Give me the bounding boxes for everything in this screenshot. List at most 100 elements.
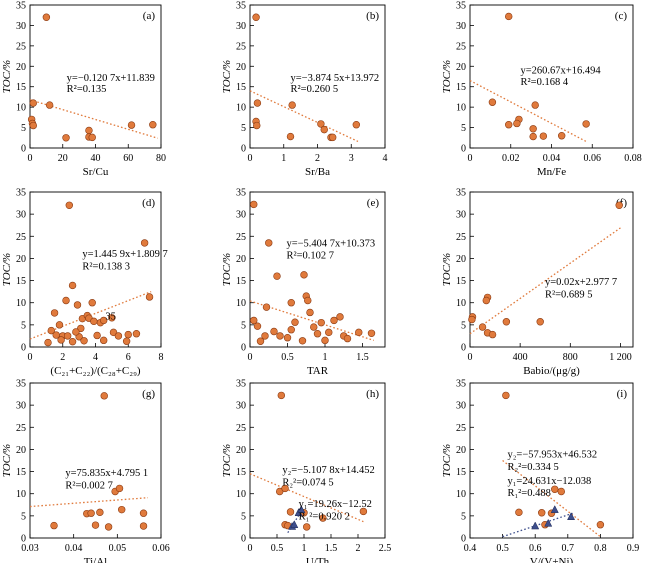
- data-point: [328, 133, 337, 142]
- data-point: [45, 101, 54, 109]
- x-tick-label: 1: [281, 153, 286, 164]
- panel-label: (g): [142, 388, 155, 400]
- regression-equation: y=0.02x+2.977 7: [545, 277, 617, 288]
- data-point: [57, 336, 65, 344]
- x-tick-label: 2: [60, 352, 65, 363]
- data-point: [304, 296, 312, 305]
- data-point: [273, 272, 281, 280]
- data-point: [99, 336, 108, 345]
- data-point: [253, 99, 262, 107]
- y-tick-label: 30: [236, 401, 246, 412]
- regression-equation: R²=0.135: [67, 84, 107, 95]
- x-axis-label: Mn/Fe: [537, 166, 566, 178]
- regression-equation: y=1.445 9x+1.809 7: [82, 249, 167, 260]
- x-axis-label: Sr/Ba: [305, 166, 330, 178]
- x-axis-label: (C₂₁+C₂₂)/(C₂₈+C₂₉): [50, 365, 140, 377]
- data-point: [253, 121, 261, 130]
- data-point: [277, 391, 286, 400]
- data-point: [531, 101, 539, 109]
- chart-panel-7: 0.03 0.04 0.05 0.06 0 5 10 15 20 25 30 35 Ti/Al TOC/%…: [1, 379, 170, 563]
- y-tick-label: 15: [456, 276, 466, 287]
- y-tick-label: 5: [241, 511, 246, 522]
- data-point: [77, 324, 85, 333]
- data-point: [62, 296, 70, 305]
- x-tick-label: 80: [156, 153, 166, 164]
- y-tick-label: 15: [16, 467, 26, 478]
- y-tick-label: 25: [16, 232, 26, 243]
- regression-equation: R₂²=0.074 5: [282, 477, 333, 488]
- x-tick-label: 0.8: [594, 543, 607, 554]
- y-tick-label: 15: [456, 82, 466, 93]
- data-point: [145, 293, 154, 301]
- x-tick-label: 0: [248, 153, 253, 164]
- chart-panel-9: 0.4 0.5 0.6 0.7 0.8 0.9 0 5 10 15 20 25 30 35 V/(V+Ni)…: [441, 379, 639, 563]
- data-point-triangle: [290, 520, 299, 528]
- y-tick-label: 10: [236, 298, 246, 309]
- data-point: [505, 12, 513, 21]
- y-tick-label: 30: [236, 21, 246, 32]
- chart-panel-4: 0 2 4 6 8 0 5 10 15 20 25 30 35 (C₂₁+C₂₂)/(C₂₈+C₂₉) TO…: [1, 188, 168, 378]
- chart-panel-3: 0 0.02 0.04 0.06 0.08 0 5 10 15 20 25 30 35 Mn/Fe TOC/…: [441, 1, 642, 179]
- x-tick-label: 400: [513, 352, 528, 363]
- data-point: [42, 13, 51, 21]
- x-tick-label: 0.05: [109, 543, 127, 554]
- data-point: [359, 507, 368, 516]
- data-point: [355, 328, 363, 337]
- data-point-triangle: [550, 505, 559, 513]
- y-axis-label: TOC/%: [221, 444, 233, 477]
- x-axis-label: Ti/Al: [84, 556, 107, 563]
- data-point: [115, 484, 124, 493]
- regression-equation: y₁=19.26x−12.52: [299, 499, 372, 510]
- data-point: [55, 321, 64, 329]
- data-point: [287, 299, 295, 307]
- data-point: [29, 121, 37, 130]
- y-tick-label: 20: [16, 62, 26, 73]
- y-tick-label: 5: [21, 511, 26, 522]
- y-tick-label: 0: [21, 534, 26, 545]
- panel-label: (i): [617, 388, 628, 400]
- x-tick-label: 6: [126, 352, 131, 363]
- regression-equation: y=260.67x+16.494: [521, 66, 602, 77]
- y-tick-label: 30: [456, 210, 466, 221]
- data-point: [124, 330, 132, 339]
- data-point: [317, 120, 325, 128]
- y-axis-label: TOC/%: [1, 253, 13, 286]
- y-axis-label: TOC/%: [1, 444, 13, 477]
- y-tick-label: 10: [456, 489, 466, 500]
- x-tick-label: 1.5: [325, 543, 338, 554]
- data-point: [114, 332, 123, 340]
- data-point: [262, 303, 271, 311]
- x-tick-label: 8: [159, 352, 164, 363]
- x-tick-label: 0: [468, 153, 473, 164]
- data-point: [325, 328, 333, 337]
- y-axis-label: TOC/%: [441, 444, 453, 477]
- data-point: [250, 200, 258, 209]
- y-tick-label: 15: [236, 82, 246, 93]
- x-axis-label: Sr/Cu: [83, 166, 109, 178]
- y-tick-label: 5: [241, 123, 246, 134]
- regression-equation: y₂=−57.953x+46.532: [507, 449, 597, 460]
- data-point: [286, 132, 295, 141]
- data-point: [72, 328, 80, 336]
- y-tick-label: 30: [16, 21, 26, 32]
- regression-equation: R²=0.002 7: [65, 480, 113, 491]
- trend-line-2: [502, 512, 575, 538]
- x-axis-label: V/(V+Ni): [530, 556, 574, 563]
- data-point: [536, 318, 544, 326]
- data-point: [321, 336, 329, 345]
- chart-panel-6: 0 400 800 1 200 0 5 10 15 20 25 30 35 Babio/(μg/g) TO…: [441, 188, 634, 377]
- y-tick-label: 30: [16, 210, 26, 221]
- regression-equation: R²=0.138 3: [82, 262, 130, 273]
- x-tick-label: 4: [383, 153, 388, 164]
- data-point: [488, 98, 497, 106]
- data-point: [65, 201, 74, 209]
- data-point: [68, 281, 77, 290]
- y-tick-label: 0: [461, 144, 466, 155]
- data-point: [99, 316, 108, 325]
- y-tick-label: 5: [461, 123, 466, 134]
- data-point: [96, 508, 104, 517]
- panel-label: (h): [366, 388, 379, 400]
- data-point: [529, 125, 537, 133]
- y-tick-label: 35: [236, 379, 246, 390]
- data-point: [132, 330, 141, 338]
